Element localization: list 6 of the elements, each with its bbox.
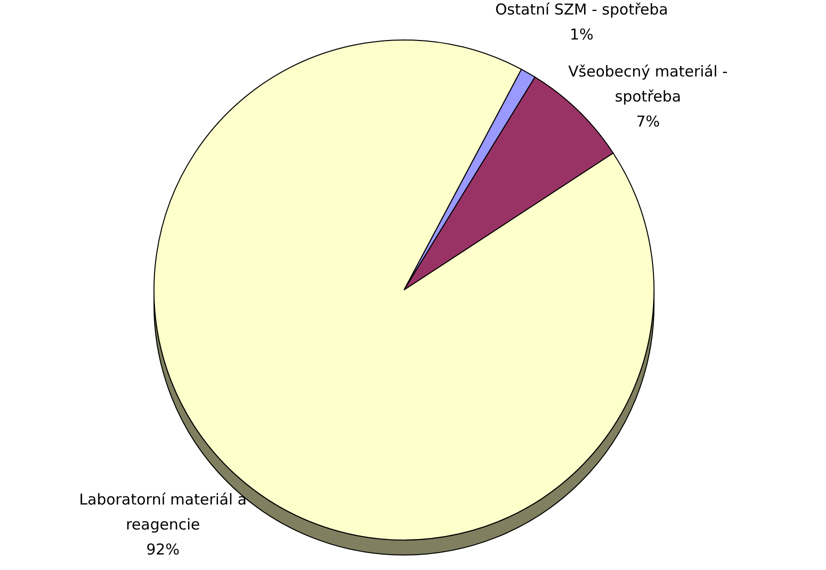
slice-label: Laboratorní materiál a reagencie	[79, 490, 247, 534]
data-label: 92%	[146, 540, 180, 558]
slice-label: Ostatní SZM - spotřeba	[495, 0, 668, 19]
slice-label: Všeobecný materiál - spotřeba	[568, 62, 728, 106]
data-label: 7%	[636, 112, 660, 130]
data-label: 1%	[570, 26, 594, 44]
